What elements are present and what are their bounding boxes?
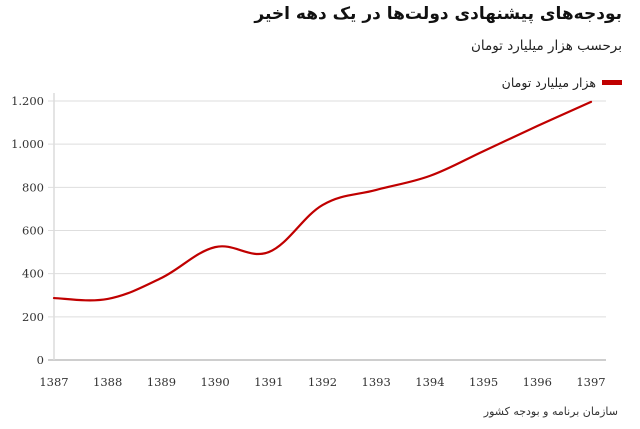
y-tick-label: 600 xyxy=(22,224,44,238)
data-source: سازمان برنامه و بودجه کشور xyxy=(483,405,618,418)
y-tick-label: 400 xyxy=(22,267,44,281)
series-line xyxy=(52,100,593,302)
x-tick-label: 1394 xyxy=(415,375,444,389)
x-tick-label: 1392 xyxy=(308,375,337,389)
gridlines xyxy=(48,93,606,361)
chart-title: بودجه‌های پیشنهادی دولت‌ها در یک دهه اخی… xyxy=(254,4,622,24)
x-tick-label: 1387 xyxy=(39,375,68,389)
chart-subtitle: برحسب هزار میلیارد تومان xyxy=(470,38,622,54)
x-tick-label: 1395 xyxy=(469,375,498,389)
y-tick-label: 1.000 xyxy=(11,137,44,151)
x-axis: 1387 1388 1389 1390 1391 1392 1393 1394 1395 1396… xyxy=(39,375,605,389)
y-axis: 0 200 400 600 800 1.000 1.200 xyxy=(11,94,44,367)
legend-label: هزار میلیارد تومان xyxy=(501,75,596,90)
y-tick-label: 200 xyxy=(22,310,44,324)
x-tick-label: 1389 xyxy=(147,375,176,389)
legend-swatch-icon xyxy=(602,80,622,85)
x-tick-label: 1396 xyxy=(523,375,552,389)
y-tick-label: 800 xyxy=(22,180,44,194)
y-tick-label: 0 xyxy=(37,353,44,367)
x-tick-label: 1388 xyxy=(93,375,122,389)
x-tick-label: 1397 xyxy=(576,375,605,389)
x-tick-label: 1391 xyxy=(254,375,283,389)
legend: هزار میلیارد تومان xyxy=(502,75,622,90)
x-tick-label: 1390 xyxy=(200,375,229,389)
x-tick-label: 1393 xyxy=(362,375,391,389)
y-tick-label: 1.200 xyxy=(11,94,44,108)
